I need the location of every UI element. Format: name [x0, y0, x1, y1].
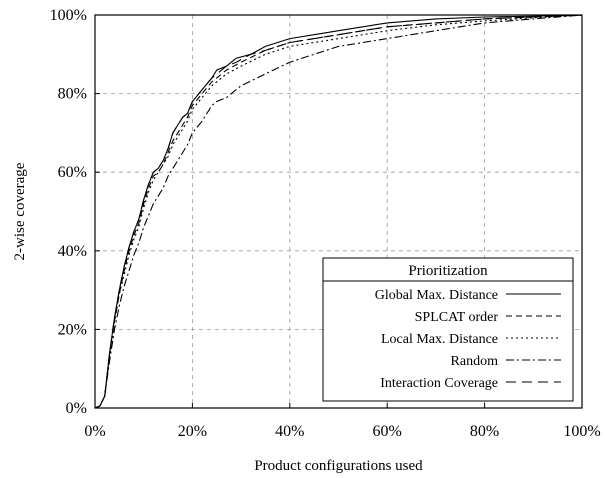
legend-title: Prioritization: [408, 263, 488, 279]
y-tick-label: 40%: [58, 243, 87, 260]
legend-label-4: Random: [451, 354, 499, 369]
series-line-4: [94, 14, 583, 409]
legend-items: Global Max. Distance SPLCAT order Local Ma…: [375, 288, 561, 391]
legend-label-2: SPLCAT order: [415, 310, 499, 325]
legend-label-1: Global Max. Distance: [375, 288, 498, 303]
series-lines: [94, 14, 583, 409]
y-tick-label: 20%: [58, 321, 87, 338]
plot-frame: [94, 14, 583, 409]
axis-ticks: 0% 20% 40% 60% 80% 100% 0% 20% 40% 60% 80% 100%: [50, 7, 601, 440]
y-tick-label: 60%: [58, 164, 87, 181]
legend-box: [322, 257, 574, 402]
legend: Prioritization Global Max. Distance SPLCA…: [322, 257, 574, 402]
x-tick-label: 20%: [178, 423, 207, 440]
x-tick-label: 80%: [470, 423, 499, 440]
series-line-3: [94, 14, 583, 409]
x-axis-label: Product configurations used: [254, 458, 423, 474]
x-tick-label: 40%: [275, 423, 304, 440]
y-tick-label: 80%: [58, 86, 87, 103]
x-tick-label: 0%: [84, 423, 105, 440]
x-tick-label: 100%: [563, 423, 600, 440]
y-axis-label: 2-wise coverage: [12, 162, 28, 260]
y-tick-label: 100%: [50, 7, 87, 24]
series-line-5: [94, 14, 583, 409]
legend-label-3: Local Max. Distance: [381, 332, 498, 347]
x-tick-label: 60%: [373, 423, 402, 440]
y-tick-label: 0%: [66, 400, 87, 417]
legend-label-5: Interaction Coverage: [380, 376, 498, 391]
